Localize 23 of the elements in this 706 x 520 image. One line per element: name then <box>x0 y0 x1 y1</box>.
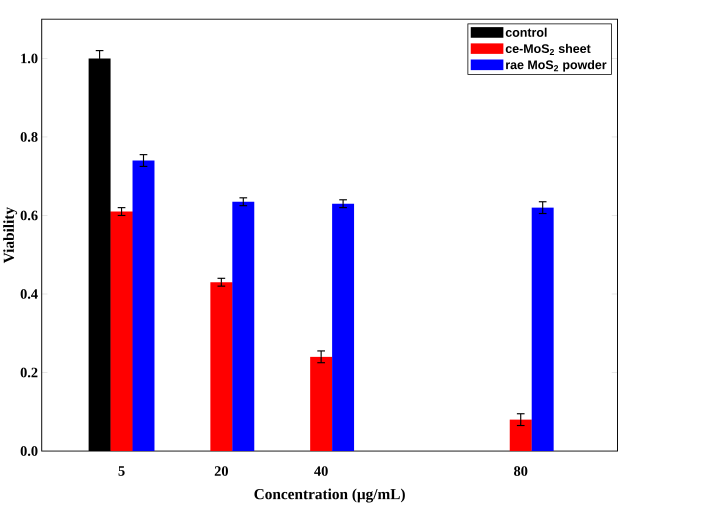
bar <box>132 160 154 451</box>
y-tick-label: 0.2 <box>20 368 38 378</box>
legend-label: control <box>506 28 547 37</box>
bar <box>232 202 254 451</box>
bar <box>110 212 133 451</box>
bar <box>332 204 354 451</box>
y-tick-label: 0.6 <box>20 210 38 220</box>
y-tick-label: 0.4 <box>20 289 38 299</box>
x-axis-title: Concentration (μg/mL) <box>254 488 405 502</box>
x-tick-label: 40 <box>314 466 328 476</box>
bar <box>310 356 332 451</box>
x-tick-label: 20 <box>214 466 228 476</box>
legend-label: rae MoS$_{2}$ powder <box>506 60 606 72</box>
bar <box>210 282 232 451</box>
y-axis-title: Viability <box>3 207 18 264</box>
y-tick-label: 1.0 <box>21 54 38 64</box>
bar <box>532 208 554 451</box>
x-tick-label: 80 <box>514 466 528 476</box>
bar <box>510 420 532 451</box>
x-tick-label: 5 <box>118 466 125 476</box>
y-tick-label: 0.8 <box>20 132 38 142</box>
y-tick-label: 0.0 <box>20 446 38 456</box>
legend-label: ce-MoS$_{2}$ sheet <box>506 44 591 55</box>
